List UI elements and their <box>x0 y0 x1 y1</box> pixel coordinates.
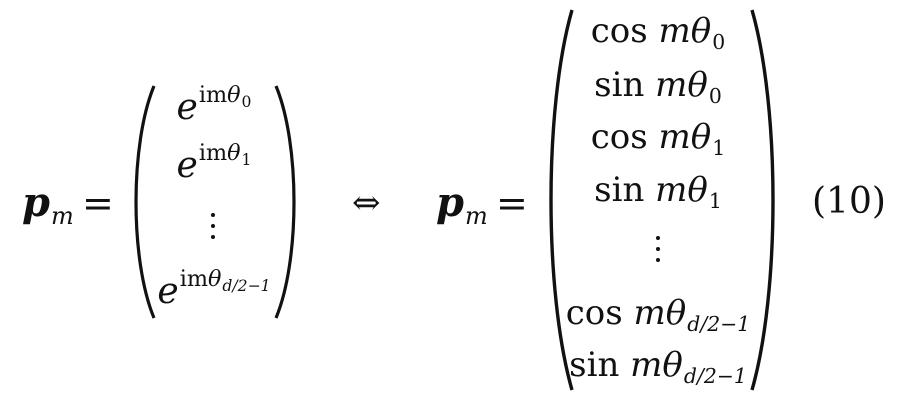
theta-sub: d/2−1 <box>687 312 751 337</box>
right-entry-cos-theta0: cos mθ0 <box>590 11 726 52</box>
theta-sub: 0 <box>708 84 722 109</box>
exp-base: e <box>176 87 198 128</box>
theta-sub: 1 <box>712 136 726 161</box>
theta-sub: 0 <box>712 30 726 55</box>
theta-var: θ <box>687 65 708 105</box>
m-var: m <box>655 170 688 210</box>
m-var: m <box>658 11 691 51</box>
m-var: m <box>655 65 688 105</box>
exp-theta: θ <box>207 266 222 293</box>
equivalence-arrow: ⇔ <box>352 183 381 223</box>
left-p-subscript: m <box>50 202 74 231</box>
cos-fn: cos <box>590 11 648 51</box>
theta-var: θ <box>690 117 712 157</box>
right-open-paren <box>549 9 574 391</box>
right-equals: = <box>496 181 528 225</box>
sin-fn: sin <box>594 170 645 210</box>
right-vdots <box>655 236 661 269</box>
sin-fn: sin <box>569 345 620 385</box>
exp-theta-sub: 1 <box>241 150 252 169</box>
theta-var: θ <box>662 345 683 385</box>
exp-theta-sub: d/2−1 <box>222 276 271 295</box>
right-entry-sin-theta-last: sin mθd/2−1 <box>569 345 747 386</box>
exp-theta: θ <box>227 82 241 109</box>
m-var: m <box>658 117 691 157</box>
exp-im: im <box>179 266 208 293</box>
m-var: m <box>630 345 663 385</box>
exp-im: im <box>198 140 228 167</box>
left-entry-e-theta1: eimθ1 <box>176 142 252 186</box>
right-p-subscript: m <box>464 202 488 231</box>
exp-theta: θ <box>227 140 241 167</box>
left-vdots <box>210 213 216 246</box>
cos-fn: cos <box>590 117 648 157</box>
exp-theta-sub: 0 <box>241 92 252 111</box>
theta-var: θ <box>665 293 687 333</box>
right-close-paren <box>750 9 775 391</box>
right-entry-sin-theta1: sin mθ1 <box>594 170 722 211</box>
m-var: m <box>633 293 666 333</box>
right-p-vector: p <box>436 179 464 226</box>
equation-number: (10) <box>812 181 886 222</box>
right-entry-cos-theta1: cos mθ1 <box>590 117 726 158</box>
theta-var: θ <box>690 11 712 51</box>
exp-base: e <box>157 271 179 312</box>
right-lhs: pm <box>436 183 488 229</box>
theta-var: θ <box>687 170 708 210</box>
exp-im: im <box>198 82 228 109</box>
exp-base: e <box>176 145 198 186</box>
left-equals: = <box>82 181 114 225</box>
sin-fn: sin <box>594 65 645 105</box>
left-entry-e-theta0: eimθ0 <box>176 84 252 128</box>
theta-sub: d/2−1 <box>683 364 747 389</box>
left-open-paren <box>134 85 156 319</box>
left-lhs: pm <box>22 183 74 229</box>
right-entry-cos-theta-last: cos mθd/2−1 <box>565 293 750 334</box>
theta-sub: 1 <box>708 189 722 214</box>
left-close-paren <box>274 85 296 319</box>
right-entry-sin-theta0: sin mθ0 <box>594 65 722 106</box>
left-p-vector: p <box>22 179 50 226</box>
left-entry-e-theta-last: eimθd/2−1 <box>157 268 271 312</box>
cos-fn: cos <box>565 293 623 333</box>
